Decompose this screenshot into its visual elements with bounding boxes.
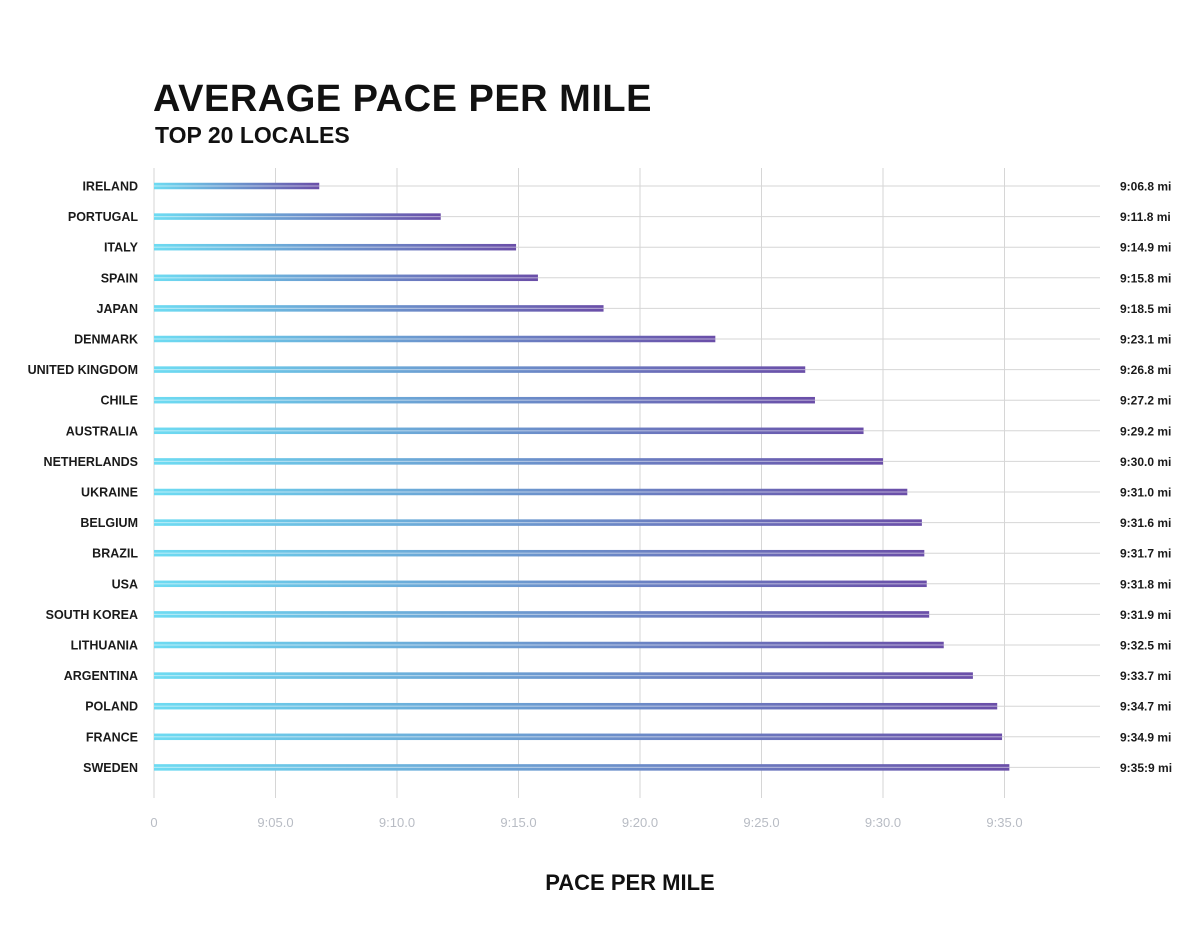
bar-highlight (154, 185, 320, 187)
bar (154, 396, 815, 404)
bar (154, 305, 604, 312)
value-label: 9:31.9 mi (1120, 608, 1171, 622)
category-label: SWEDEN (83, 761, 138, 775)
bar-highlight (154, 552, 925, 554)
category-label: POLAND (85, 700, 138, 714)
category-label: PORTUGAL (68, 210, 139, 224)
x-tick-label: 9:10.0 (379, 815, 415, 830)
category-label: UNITED KINGDOM (28, 363, 138, 377)
bar (154, 274, 538, 282)
bar-highlight (154, 460, 883, 462)
value-label: 9:31.8 mi (1120, 577, 1171, 591)
bar (154, 641, 944, 649)
bar-highlight (154, 675, 973, 677)
category-label: NETHERLANDS (44, 455, 138, 469)
bar (154, 702, 998, 710)
bar (154, 366, 806, 373)
category-label: UKRAINE (81, 486, 138, 500)
x-tick-label: 9:25.0 (743, 815, 779, 830)
value-label: 9:23.1 mi (1120, 333, 1171, 347)
bar-highlight (154, 736, 1003, 738)
category-label: USA (112, 577, 138, 591)
bar (154, 764, 1010, 771)
value-label: 9:18.5 mi (1120, 302, 1171, 316)
category-label: CHILE (101, 394, 139, 408)
bar-highlight (154, 307, 604, 309)
bar (154, 672, 973, 679)
bar (154, 733, 1003, 741)
category-label: SOUTH KOREA (46, 608, 138, 622)
bar-highlight (154, 216, 441, 218)
category-label: FRANCE (86, 730, 138, 744)
value-label: 9:32.5 mi (1120, 639, 1171, 653)
x-axis-title: PACE PER MILE (545, 870, 715, 895)
chart-title: AVERAGE PACE PER MILE (153, 78, 652, 120)
bar (154, 213, 441, 220)
bar-highlight (154, 369, 806, 371)
value-label: 9:27.2 mi (1120, 394, 1171, 408)
bar (154, 549, 925, 557)
bar (154, 458, 883, 465)
category-label: JAPAN (97, 302, 138, 316)
value-label: 9:30.0 mi (1120, 455, 1171, 469)
value-label: 9:26.8 mi (1120, 363, 1171, 377)
x-tick-label: 9:05.0 (257, 815, 293, 830)
value-label: 9:31.0 mi (1120, 486, 1171, 500)
value-label: 9:33.7 mi (1120, 669, 1171, 683)
bar (154, 580, 927, 588)
category-label: IRELAND (82, 180, 138, 194)
bar-highlight (154, 246, 517, 248)
bar (154, 427, 864, 435)
category-label: ARGENTINA (64, 669, 138, 683)
chart-subtitle: TOP 20 LOCALES (155, 122, 350, 148)
bar-highlight (154, 644, 944, 646)
bar-highlight (154, 613, 930, 615)
value-label: 9:35:9 mi (1120, 761, 1172, 775)
value-label: 9:34.7 mi (1120, 700, 1171, 714)
bar (154, 243, 517, 251)
bar-highlight (154, 522, 922, 524)
value-label: 9:34.9 mi (1120, 730, 1171, 744)
bar (154, 335, 716, 343)
bar (154, 182, 320, 190)
bar (154, 519, 922, 526)
x-tick-label: 9:20.0 (622, 815, 658, 830)
bar-highlight (154, 399, 815, 401)
value-label: 9:14.9 mi (1120, 241, 1171, 255)
category-label: BRAZIL (92, 547, 138, 561)
bar-highlight (154, 491, 908, 493)
value-label: 9:31.7 mi (1120, 547, 1171, 561)
bar-highlight (154, 766, 1010, 768)
bar-highlight (154, 277, 538, 279)
category-label: AUSTRALIA (66, 424, 138, 438)
x-tick-label: 9:15.0 (500, 815, 536, 830)
bar-highlight (154, 583, 927, 585)
category-label: SPAIN (101, 271, 138, 285)
value-label: 9:11.8 mi (1120, 210, 1171, 224)
value-label: 9:06.8 mi (1120, 180, 1171, 194)
value-label: 9:15.8 mi (1120, 271, 1171, 285)
category-label: LITHUANIA (71, 639, 138, 653)
bar-highlight (154, 338, 716, 340)
value-label: 9:31.6 mi (1120, 516, 1171, 530)
bar-highlight (154, 430, 864, 432)
bar (154, 488, 908, 496)
bar-highlight (154, 705, 998, 707)
category-label: BELGIUM (80, 516, 138, 530)
value-label: 9:29.2 mi (1120, 424, 1171, 438)
x-tick-label: 0 (150, 815, 157, 830)
category-label: DENMARK (74, 333, 138, 347)
bar (154, 611, 930, 618)
x-tick-label: 9:30.0 (865, 815, 901, 830)
category-label: ITALY (104, 241, 139, 255)
x-tick-label: 9:35.0 (986, 815, 1022, 830)
